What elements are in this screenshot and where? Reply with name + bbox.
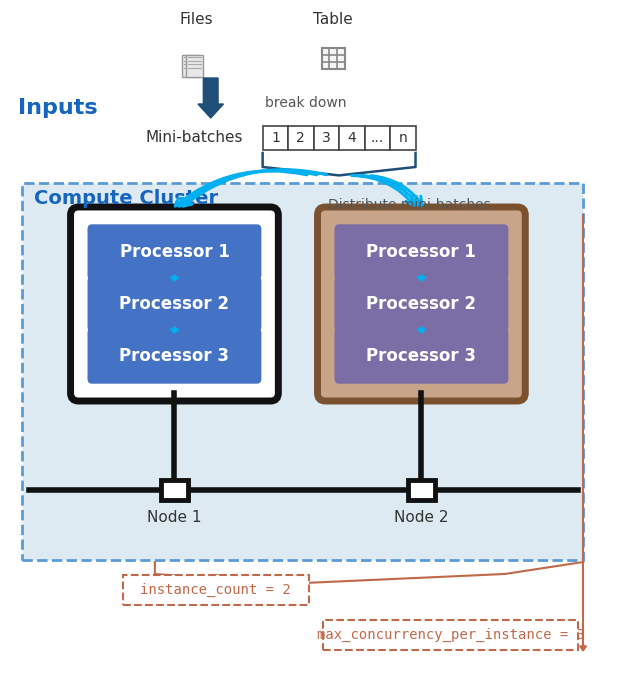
- Text: 3: 3: [322, 131, 331, 145]
- Text: ...: ...: [371, 131, 384, 145]
- FancyBboxPatch shape: [182, 55, 199, 77]
- Text: Files: Files: [179, 12, 213, 27]
- Text: max_concurrency_per_instance = 3: max_concurrency_per_instance = 3: [317, 628, 585, 642]
- Text: Processor 2: Processor 2: [366, 295, 476, 313]
- FancyBboxPatch shape: [88, 329, 261, 383]
- FancyBboxPatch shape: [323, 620, 578, 650]
- FancyArrow shape: [417, 327, 426, 333]
- FancyBboxPatch shape: [313, 126, 339, 150]
- FancyBboxPatch shape: [160, 480, 188, 500]
- FancyBboxPatch shape: [123, 575, 308, 605]
- Text: Inputs: Inputs: [18, 98, 97, 118]
- Text: Processor 2: Processor 2: [120, 295, 230, 313]
- FancyBboxPatch shape: [339, 126, 365, 150]
- FancyBboxPatch shape: [88, 277, 261, 331]
- Text: Processor 1: Processor 1: [120, 243, 230, 261]
- FancyBboxPatch shape: [365, 126, 390, 150]
- FancyBboxPatch shape: [288, 126, 313, 150]
- Text: 2: 2: [297, 131, 305, 145]
- FancyBboxPatch shape: [88, 225, 261, 279]
- FancyBboxPatch shape: [408, 480, 435, 500]
- Text: Table: Table: [313, 12, 353, 27]
- FancyBboxPatch shape: [186, 55, 204, 77]
- FancyBboxPatch shape: [321, 48, 345, 68]
- FancyBboxPatch shape: [335, 277, 508, 331]
- Text: break down: break down: [265, 96, 346, 110]
- Text: 4: 4: [347, 131, 356, 145]
- FancyArrow shape: [580, 645, 587, 651]
- FancyBboxPatch shape: [22, 183, 583, 560]
- FancyBboxPatch shape: [335, 329, 508, 383]
- Text: Processor 3: Processor 3: [120, 347, 230, 365]
- FancyArrow shape: [198, 78, 223, 118]
- FancyBboxPatch shape: [263, 126, 288, 150]
- Text: Node 1: Node 1: [147, 511, 202, 526]
- Text: Processor 1: Processor 1: [366, 243, 476, 261]
- Text: Mini-batches: Mini-batches: [145, 130, 242, 145]
- FancyArrow shape: [170, 275, 179, 281]
- Text: Distribute mini-batches: Distribute mini-batches: [328, 198, 491, 212]
- Text: instance_count = 2: instance_count = 2: [140, 583, 291, 597]
- FancyBboxPatch shape: [70, 207, 278, 401]
- Text: Node 2: Node 2: [394, 511, 449, 526]
- FancyBboxPatch shape: [335, 225, 508, 279]
- FancyArrow shape: [417, 275, 426, 281]
- FancyArrow shape: [170, 327, 179, 333]
- FancyBboxPatch shape: [318, 207, 525, 401]
- Text: n: n: [399, 131, 407, 145]
- FancyBboxPatch shape: [390, 126, 415, 150]
- Text: Compute Cluster: Compute Cluster: [35, 188, 218, 207]
- Text: Processor 3: Processor 3: [366, 347, 476, 365]
- Text: 1: 1: [271, 131, 280, 145]
